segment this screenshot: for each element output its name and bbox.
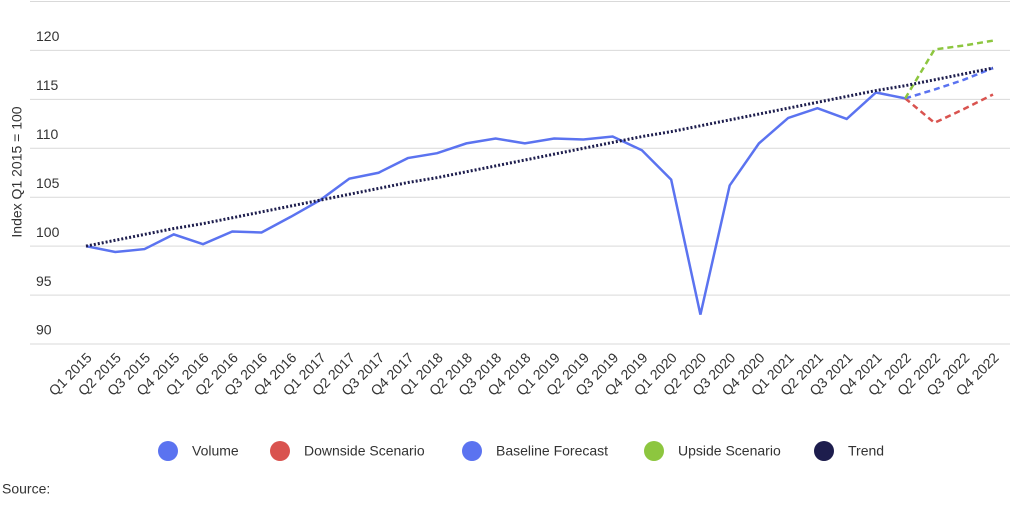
y-tick-label: 90	[36, 322, 52, 338]
legend-label: Volume	[192, 443, 239, 459]
series-line	[85, 66, 994, 248]
legend-marker	[814, 441, 834, 461]
y-axis-title: Index Q1 2015 = 100	[9, 106, 25, 237]
y-tick-label: 105	[36, 175, 60, 191]
legend-label: Upside Scenario	[678, 443, 781, 459]
y-tick-label: 115	[36, 77, 59, 93]
series-line	[904, 66, 994, 100]
source: Source:	[2, 481, 50, 497]
legend-marker	[270, 441, 290, 461]
legend-marker	[462, 441, 482, 461]
series-line	[904, 93, 994, 125]
y-tick-label: 100	[36, 224, 60, 240]
y-tick-label: 120	[36, 28, 60, 44]
legend-label: Baseline Forecast	[496, 443, 608, 459]
y-tick-label: 110	[36, 126, 59, 142]
legend-marker	[644, 441, 664, 461]
legend-label: Downside Scenario	[304, 443, 425, 459]
series-line	[85, 91, 906, 315]
y-tick-label: 95	[36, 273, 52, 289]
legend-marker	[158, 441, 178, 461]
legend-label: Trend	[848, 443, 884, 459]
series-line	[904, 39, 994, 100]
